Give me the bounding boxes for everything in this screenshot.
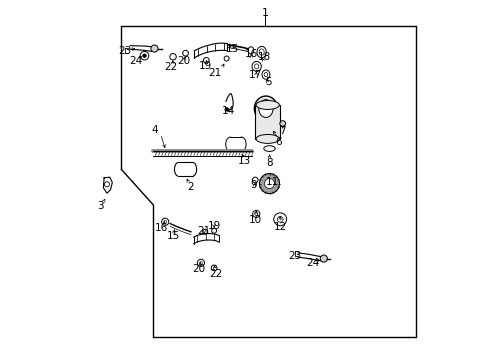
Bar [255, 105, 280, 139]
Text: 8: 8 [265, 158, 272, 168]
Ellipse shape [258, 100, 272, 117]
Circle shape [151, 45, 158, 52]
Text: 21: 21 [196, 226, 210, 236]
Text: 2: 2 [186, 182, 193, 192]
Text: 5: 5 [265, 77, 271, 87]
Circle shape [264, 179, 274, 189]
Circle shape [320, 255, 326, 262]
Text: 3: 3 [98, 201, 104, 211]
Bar [178, 162, 192, 176]
Text: 19: 19 [199, 62, 212, 71]
Text: 15: 15 [166, 231, 179, 241]
Ellipse shape [225, 137, 234, 152]
Circle shape [224, 108, 228, 111]
Ellipse shape [237, 137, 245, 152]
Ellipse shape [254, 96, 277, 121]
Text: 6: 6 [275, 137, 282, 147]
Text: 24: 24 [306, 258, 319, 268]
Text: 21: 21 [208, 68, 222, 78]
Text: 7: 7 [279, 126, 285, 136]
Text: 4: 4 [151, 125, 158, 135]
Text: 17: 17 [248, 70, 261, 80]
Ellipse shape [188, 162, 196, 176]
Circle shape [259, 174, 279, 194]
Text: 11: 11 [265, 177, 278, 187]
Text: 22: 22 [164, 63, 178, 72]
Text: 18: 18 [257, 52, 270, 62]
Text: 10: 10 [248, 215, 261, 225]
Text: 14: 14 [222, 107, 235, 116]
Text: 16: 16 [244, 49, 258, 59]
Text: 12: 12 [273, 222, 286, 232]
Bar [230, 137, 241, 152]
Text: 22: 22 [209, 269, 222, 279]
Text: 24: 24 [129, 57, 142, 66]
Text: 20: 20 [192, 264, 205, 274]
Text: 23: 23 [118, 46, 131, 56]
Ellipse shape [256, 100, 279, 109]
Text: 1: 1 [261, 8, 268, 18]
Ellipse shape [256, 134, 279, 143]
Text: 20: 20 [177, 56, 190, 66]
Text: 13: 13 [237, 156, 251, 166]
Circle shape [142, 54, 146, 58]
Text: 23: 23 [287, 251, 301, 261]
Ellipse shape [174, 162, 182, 176]
Text: 9: 9 [250, 180, 257, 190]
Circle shape [279, 121, 285, 126]
Text: 16: 16 [155, 223, 168, 233]
Text: 15: 15 [225, 44, 239, 54]
Text: 19: 19 [207, 221, 220, 231]
